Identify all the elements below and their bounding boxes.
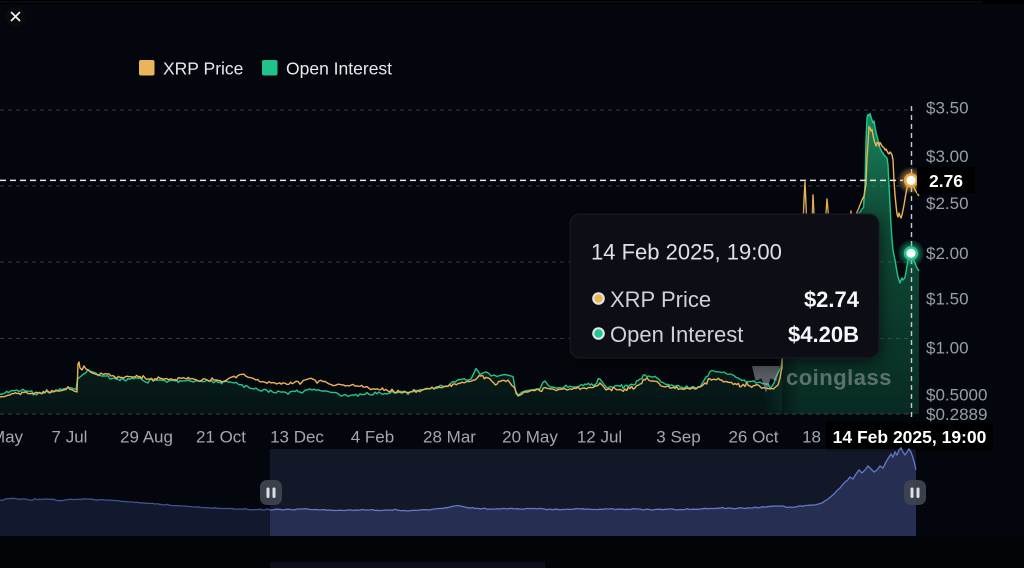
svg-text:21 Oct: 21 Oct (196, 428, 246, 447)
svg-text:XRP Price: XRP Price (163, 59, 243, 79)
svg-text:26 Oct: 26 Oct (728, 428, 778, 447)
svg-text:$2.50: $2.50 (926, 194, 969, 213)
svg-text:$3.50: $3.50 (926, 99, 969, 118)
svg-text:$2.74: $2.74 (804, 287, 860, 312)
svg-text:$1.50: $1.50 (926, 290, 969, 309)
svg-text:$0.5000: $0.5000 (926, 386, 987, 405)
svg-text:$1.00: $1.00 (926, 339, 969, 358)
svg-text:$4.20B: $4.20B (788, 322, 859, 347)
svg-text:coinglass: coinglass (786, 365, 892, 390)
svg-text:28 Mar: 28 Mar (423, 428, 476, 447)
svg-text:$2.00: $2.00 (926, 244, 969, 263)
svg-text:XRP Price: XRP Price (610, 287, 711, 312)
svg-text:$3.00: $3.00 (926, 147, 969, 166)
svg-text:$0.2889: $0.2889 (926, 405, 987, 424)
svg-text:7 Jul: 7 Jul (52, 428, 88, 447)
svg-text:3 Sep: 3 Sep (656, 428, 700, 447)
svg-text:29 Aug: 29 Aug (120, 428, 173, 447)
svg-text:14 Feb 2025, 19:00: 14 Feb 2025, 19:00 (833, 427, 987, 447)
svg-text:12 Jul: 12 Jul (577, 428, 622, 447)
svg-text:2.76: 2.76 (929, 171, 963, 191)
svg-text:4 Feb: 4 Feb (351, 428, 394, 447)
svg-text:May: May (0, 428, 24, 447)
svg-text:13 Dec: 13 Dec (270, 428, 324, 447)
svg-text:Open Interest: Open Interest (286, 59, 392, 79)
svg-text:Open Interest: Open Interest (610, 322, 743, 347)
svg-text:20 May: 20 May (502, 428, 558, 447)
svg-text:14 Feb 2025, 19:00: 14 Feb 2025, 19:00 (591, 240, 782, 265)
